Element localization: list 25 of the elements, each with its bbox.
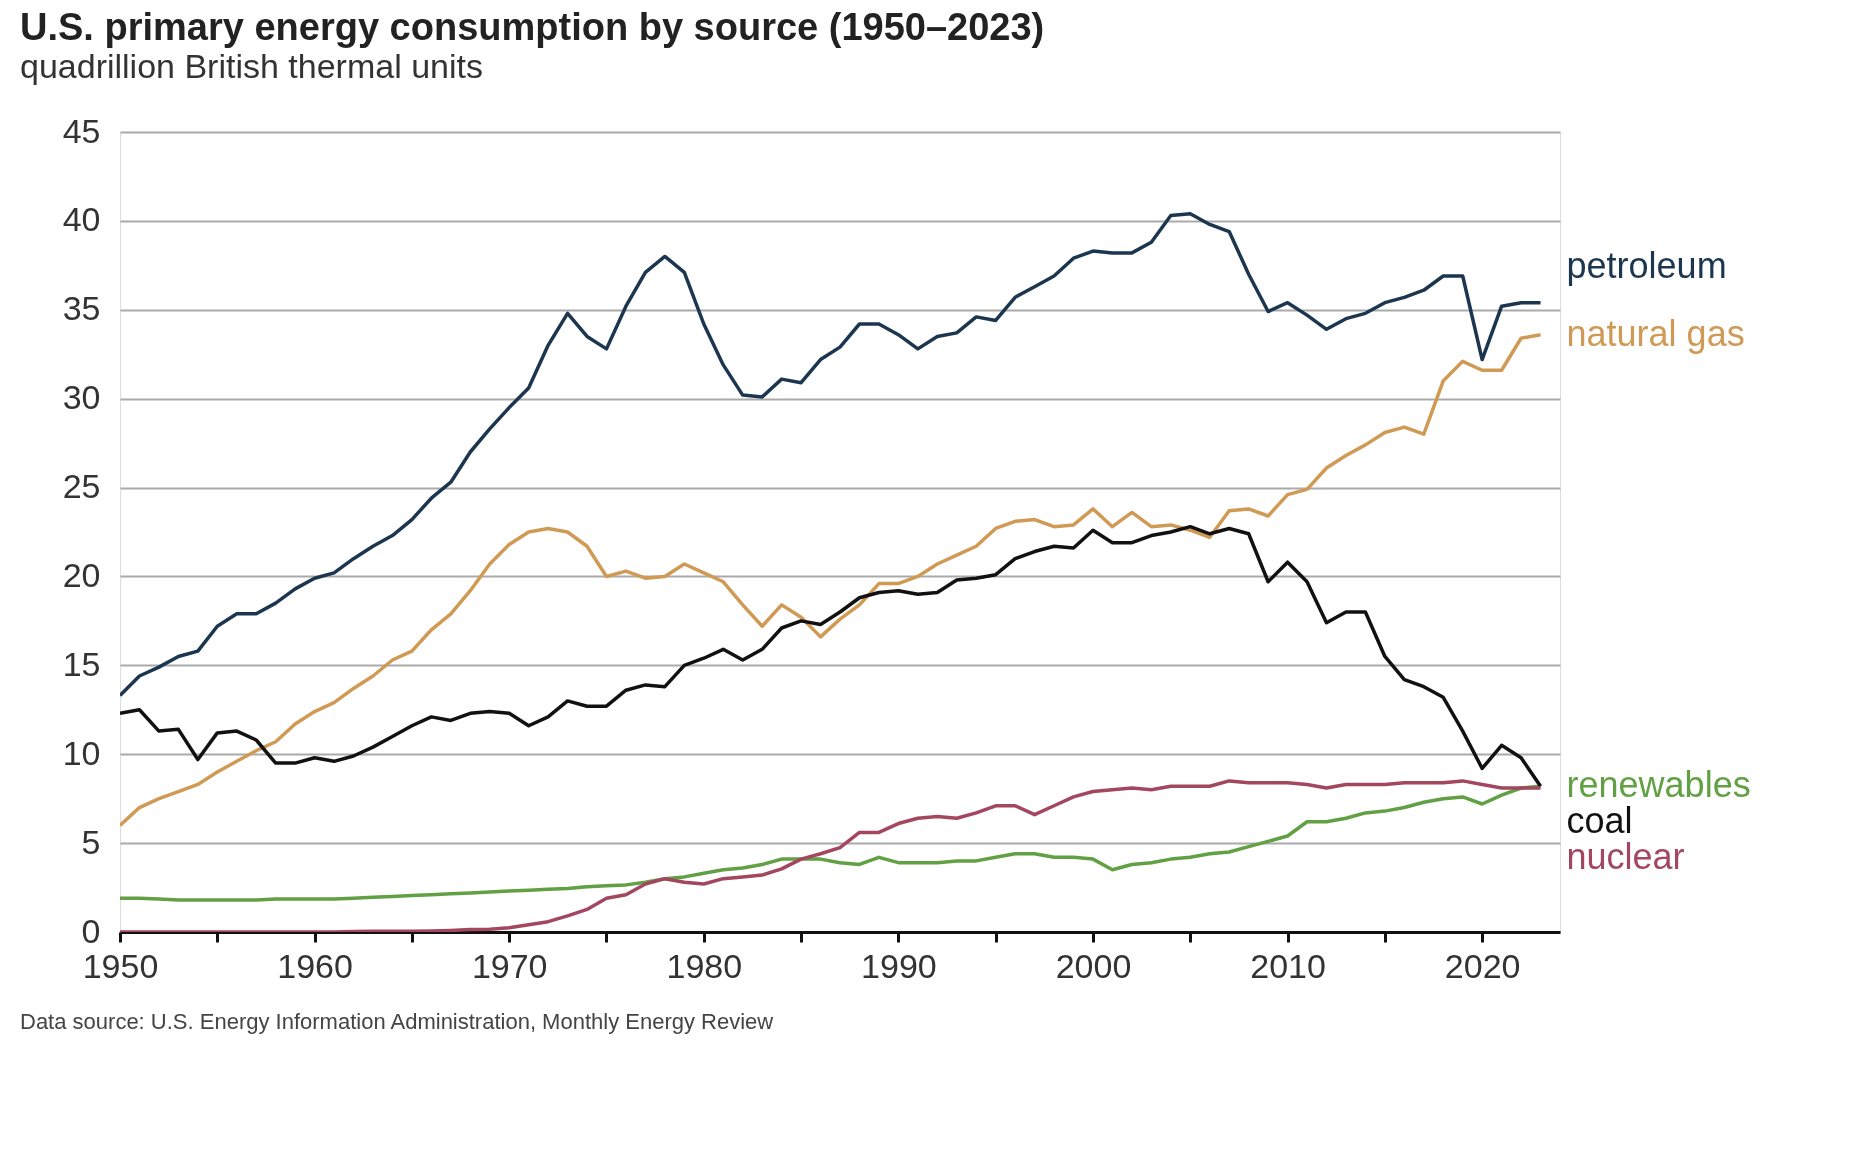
y-tick-label: 35 <box>62 289 101 328</box>
x-tick-label: 2020 <box>1444 946 1521 985</box>
source-note: Data source: U.S. Energy Information Administration, Monthly Energy Review <box>20 1009 774 1034</box>
x-tick-label: 2010 <box>1250 946 1326 985</box>
x-tick-label: 1970 <box>471 946 548 985</box>
x-tick-label: 2000 <box>1055 946 1132 985</box>
y-tick-label: 45 <box>62 111 101 150</box>
x-tick-label: 1980 <box>666 946 743 985</box>
chart-subtitle: quadrillion British thermal units <box>20 47 483 85</box>
y-tick-label: 30 <box>62 378 101 417</box>
y-tick-label: 15 <box>62 644 101 683</box>
y-tick-label: 20 <box>62 555 101 594</box>
y-tick-label: 10 <box>62 733 101 772</box>
series-label: petroleum <box>1566 244 1727 286</box>
y-tick-label: 25 <box>62 467 101 506</box>
x-tick-label: 1960 <box>277 946 353 985</box>
chart-title: U.S. primary energy consumption by source (1950–2023) <box>20 6 1045 48</box>
line-series <box>120 779 1543 932</box>
line-series <box>120 212 1543 698</box>
line-series <box>120 524 1543 788</box>
y-tick-label: 5 <box>81 822 101 861</box>
line-series <box>120 332 1543 828</box>
x-tick-label: 1990 <box>861 946 937 985</box>
series-label: natural gas <box>1566 312 1745 354</box>
y-tick-label: 40 <box>62 200 101 239</box>
